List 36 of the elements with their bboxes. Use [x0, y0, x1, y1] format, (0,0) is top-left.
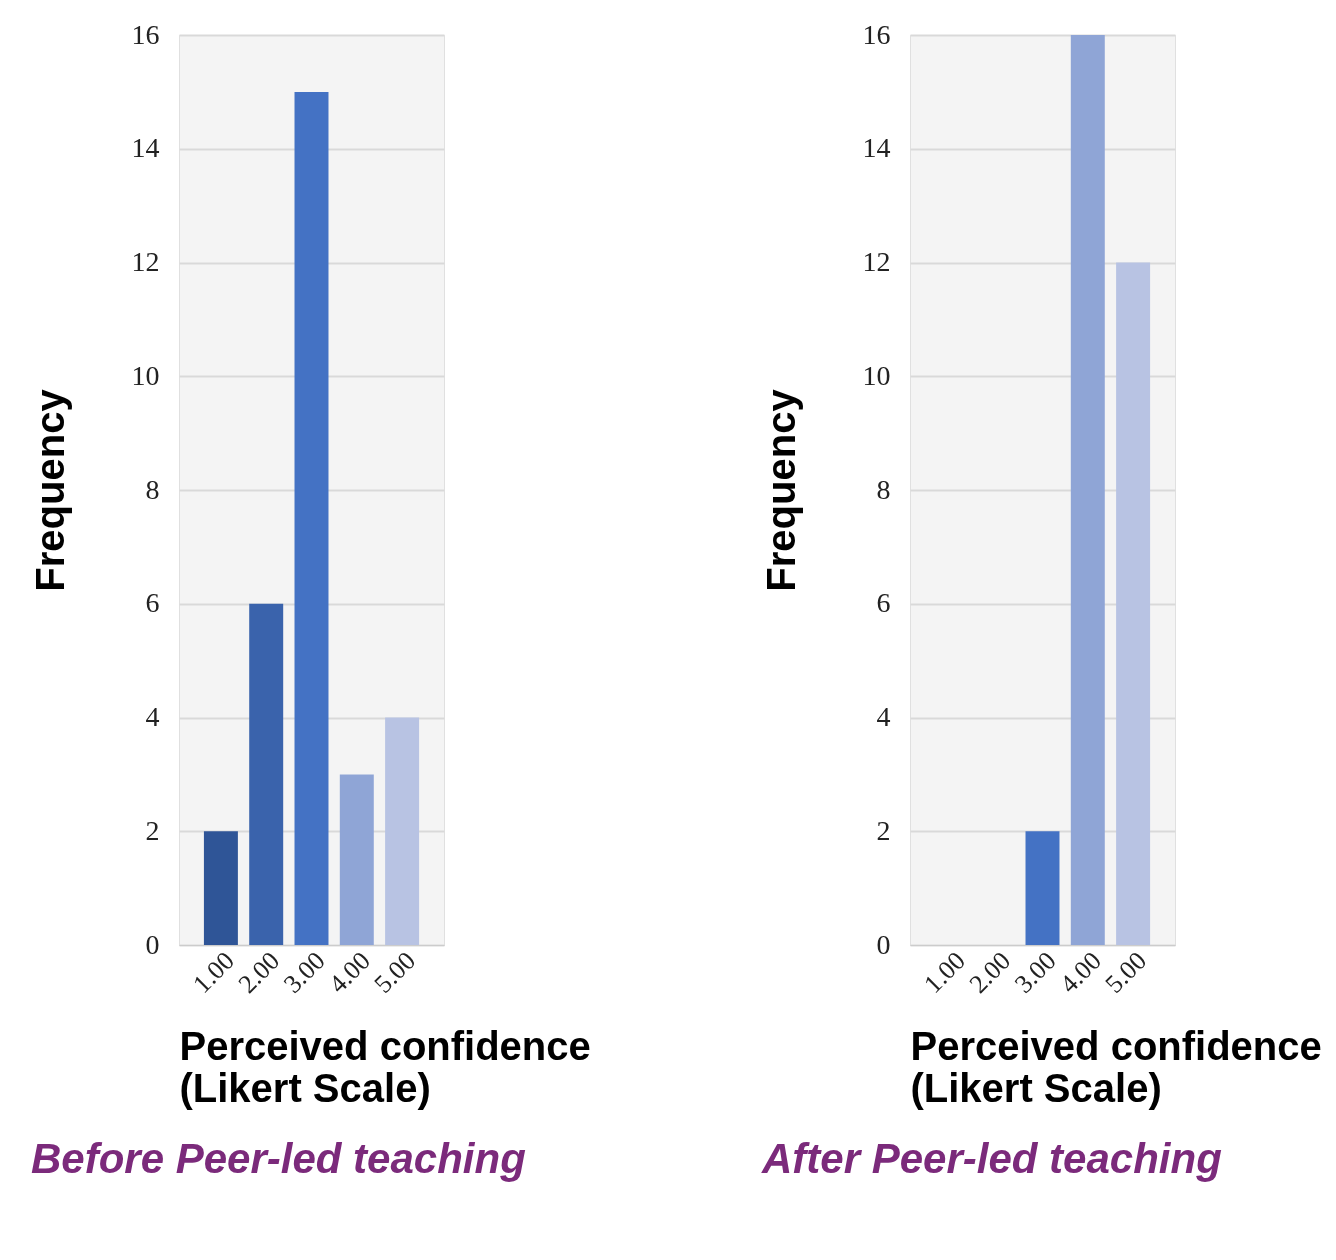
bar	[203, 831, 238, 945]
text: After Peer-led teaching	[761, 1134, 1222, 1182]
text: Before Peer-led teaching	[31, 1134, 526, 1182]
bar	[1070, 35, 1105, 945]
y-tick-label: 10	[131, 359, 160, 391]
bar	[1116, 262, 1151, 945]
x-axis-title: Perceived confidence (Likert Scale)	[179, 1024, 591, 1111]
y-tick-label: 12	[131, 246, 160, 277]
y-tick-label: 6	[145, 587, 160, 619]
bar	[294, 91, 329, 945]
y-tick-label: 14	[131, 132, 160, 164]
x-tick-label: 3.00	[1008, 946, 1062, 999]
y-tick-label: 14	[862, 132, 891, 164]
y-tick-label: 0	[145, 928, 160, 960]
y-tick-label: 4	[145, 701, 160, 732]
y-tick-label: 10	[862, 359, 891, 391]
y-tick-label: 0	[876, 928, 891, 960]
y-tick-label: 4	[876, 701, 891, 732]
y-tick-label: 2	[145, 814, 160, 846]
y-tick-label: 16	[131, 18, 160, 50]
bar	[1025, 831, 1060, 945]
bar	[249, 603, 284, 945]
y-tick-label: 6	[876, 587, 891, 619]
y-tick-label: 8	[876, 473, 891, 505]
y-tick-label: 16	[862, 18, 891, 50]
y-tick-label: 2	[876, 814, 891, 846]
y-axis-title: Frequency	[758, 388, 803, 592]
y-tick-label: 8	[145, 473, 160, 505]
x-tick-label: 5.00	[1099, 946, 1153, 999]
y-tick-label: 12	[862, 246, 891, 277]
x-axis-title: Perceived confidence (Likert Scale)	[910, 1024, 1322, 1111]
bar	[385, 717, 420, 945]
x-tick-label: 3.00	[277, 946, 331, 999]
x-tick-label: 5.00	[368, 946, 422, 999]
bar	[339, 774, 374, 945]
y-axis-title: Frequency	[27, 388, 72, 592]
